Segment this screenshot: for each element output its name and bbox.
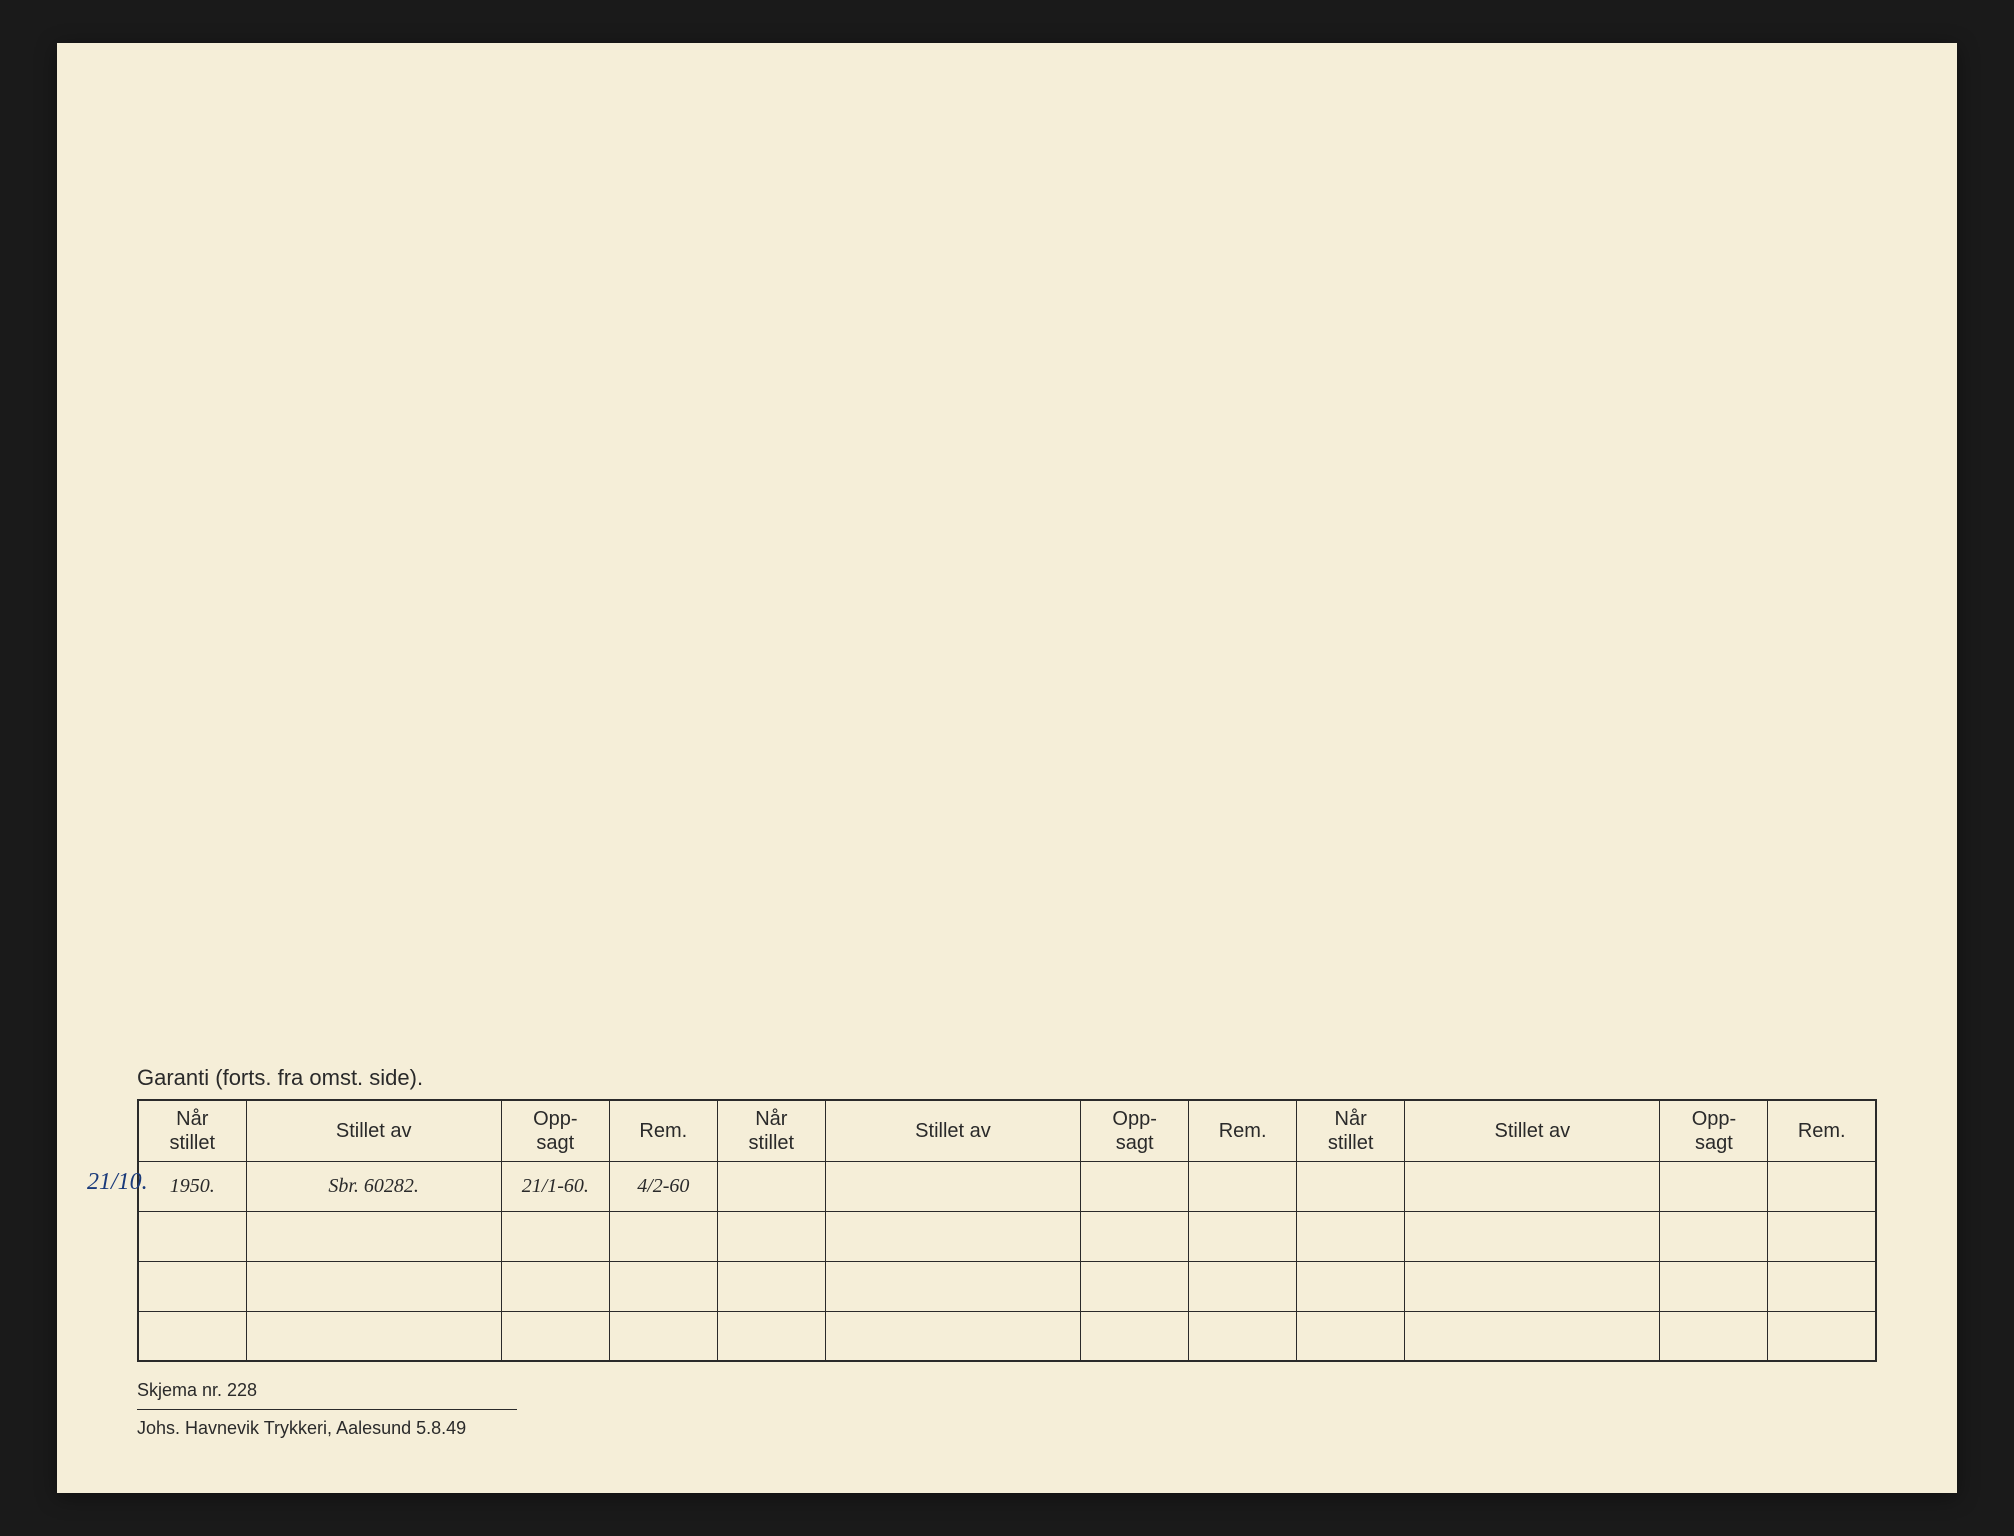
cell-empty [1189, 1211, 1297, 1261]
cell-empty [1660, 1311, 1768, 1361]
footer-skjema: Skjema nr. 228 [137, 1376, 1877, 1405]
header-stillet-av-2: Stillet av [825, 1100, 1080, 1162]
cell-opp-sagt: 21/1-60. [501, 1161, 609, 1211]
cell-empty [1297, 1261, 1405, 1311]
header-stillet-av-1: Stillet av [246, 1100, 501, 1162]
cell-empty [1297, 1161, 1405, 1211]
cell-empty [717, 1261, 825, 1311]
cell-empty [825, 1261, 1080, 1311]
table-row [138, 1211, 1876, 1261]
cell-empty [717, 1311, 825, 1361]
margin-note: 21/10. [87, 1169, 148, 1196]
cell-empty [501, 1211, 609, 1261]
cell-empty [1768, 1211, 1876, 1261]
content-area: Garanti (forts. fra omst. side). 21/10. … [137, 1065, 1877, 1443]
cell-empty [1768, 1261, 1876, 1311]
document-page: Garanti (forts. fra omst. side). 21/10. … [57, 43, 1957, 1493]
table-row [138, 1311, 1876, 1361]
cell-empty [717, 1161, 825, 1211]
cell-stillet-av: Sbr. 60282. [246, 1161, 501, 1211]
header-stillet-av-3: Stillet av [1405, 1100, 1660, 1162]
table-title: Garanti (forts. fra omst. side). [137, 1065, 1877, 1091]
cell-empty [1081, 1161, 1189, 1211]
footer-printer: Johs. Havnevik Trykkeri, Aalesund 5.8.49 [137, 1409, 517, 1443]
cell-empty [825, 1211, 1080, 1261]
cell-empty [1189, 1311, 1297, 1361]
cell-empty [1297, 1311, 1405, 1361]
cell-empty [246, 1311, 501, 1361]
header-nar-stillet-1: Nårstillet [138, 1100, 246, 1162]
cell-empty [1660, 1161, 1768, 1211]
cell-rem: 4/2-60 [609, 1161, 717, 1211]
cell-empty [246, 1261, 501, 1311]
cell-empty [609, 1261, 717, 1311]
header-nar-stillet-2: Nårstillet [717, 1100, 825, 1162]
footer: Skjema nr. 228 Johs. Havnevik Trykkeri, … [137, 1376, 1877, 1443]
cell-empty [1189, 1261, 1297, 1311]
cell-empty [609, 1211, 717, 1261]
header-rem-3: Rem. [1768, 1100, 1876, 1162]
cell-nar-stillet: 1950. [138, 1161, 246, 1211]
cell-empty [1081, 1311, 1189, 1361]
table-container: 21/10. Nårstillet Stillet av Opp-sagt Re… [137, 1099, 1877, 1363]
cell-empty [138, 1211, 246, 1261]
cell-empty [501, 1311, 609, 1361]
cell-empty [1297, 1211, 1405, 1261]
cell-empty [1405, 1311, 1660, 1361]
cell-empty [1189, 1161, 1297, 1211]
header-nar-stillet-3: Nårstillet [1297, 1100, 1405, 1162]
cell-empty [1405, 1261, 1660, 1311]
cell-empty [1768, 1161, 1876, 1211]
header-rem-2: Rem. [1189, 1100, 1297, 1162]
garanti-table: Nårstillet Stillet av Opp-sagt Rem. Nårs… [137, 1099, 1877, 1363]
cell-empty [1081, 1211, 1189, 1261]
cell-empty [609, 1311, 717, 1361]
cell-empty [138, 1261, 246, 1311]
table-row [138, 1261, 1876, 1311]
cell-empty [1660, 1211, 1768, 1261]
header-rem-1: Rem. [609, 1100, 717, 1162]
table-header-row: Nårstillet Stillet av Opp-sagt Rem. Nårs… [138, 1100, 1876, 1162]
cell-empty [138, 1311, 246, 1361]
cell-empty [1405, 1211, 1660, 1261]
cell-empty [1768, 1311, 1876, 1361]
cell-empty [501, 1261, 609, 1311]
cell-empty [825, 1161, 1080, 1211]
cell-empty [246, 1211, 501, 1261]
cell-empty [825, 1311, 1080, 1361]
cell-empty [717, 1211, 825, 1261]
header-opp-sagt-1: Opp-sagt [501, 1100, 609, 1162]
cell-empty [1405, 1161, 1660, 1211]
table-body: 1950. Sbr. 60282. 21/1-60. 4/2-60 [138, 1161, 1876, 1361]
table-row: 1950. Sbr. 60282. 21/1-60. 4/2-60 [138, 1161, 1876, 1211]
header-opp-sagt-2: Opp-sagt [1081, 1100, 1189, 1162]
cell-empty [1660, 1261, 1768, 1311]
header-opp-sagt-3: Opp-sagt [1660, 1100, 1768, 1162]
cell-empty [1081, 1261, 1189, 1311]
